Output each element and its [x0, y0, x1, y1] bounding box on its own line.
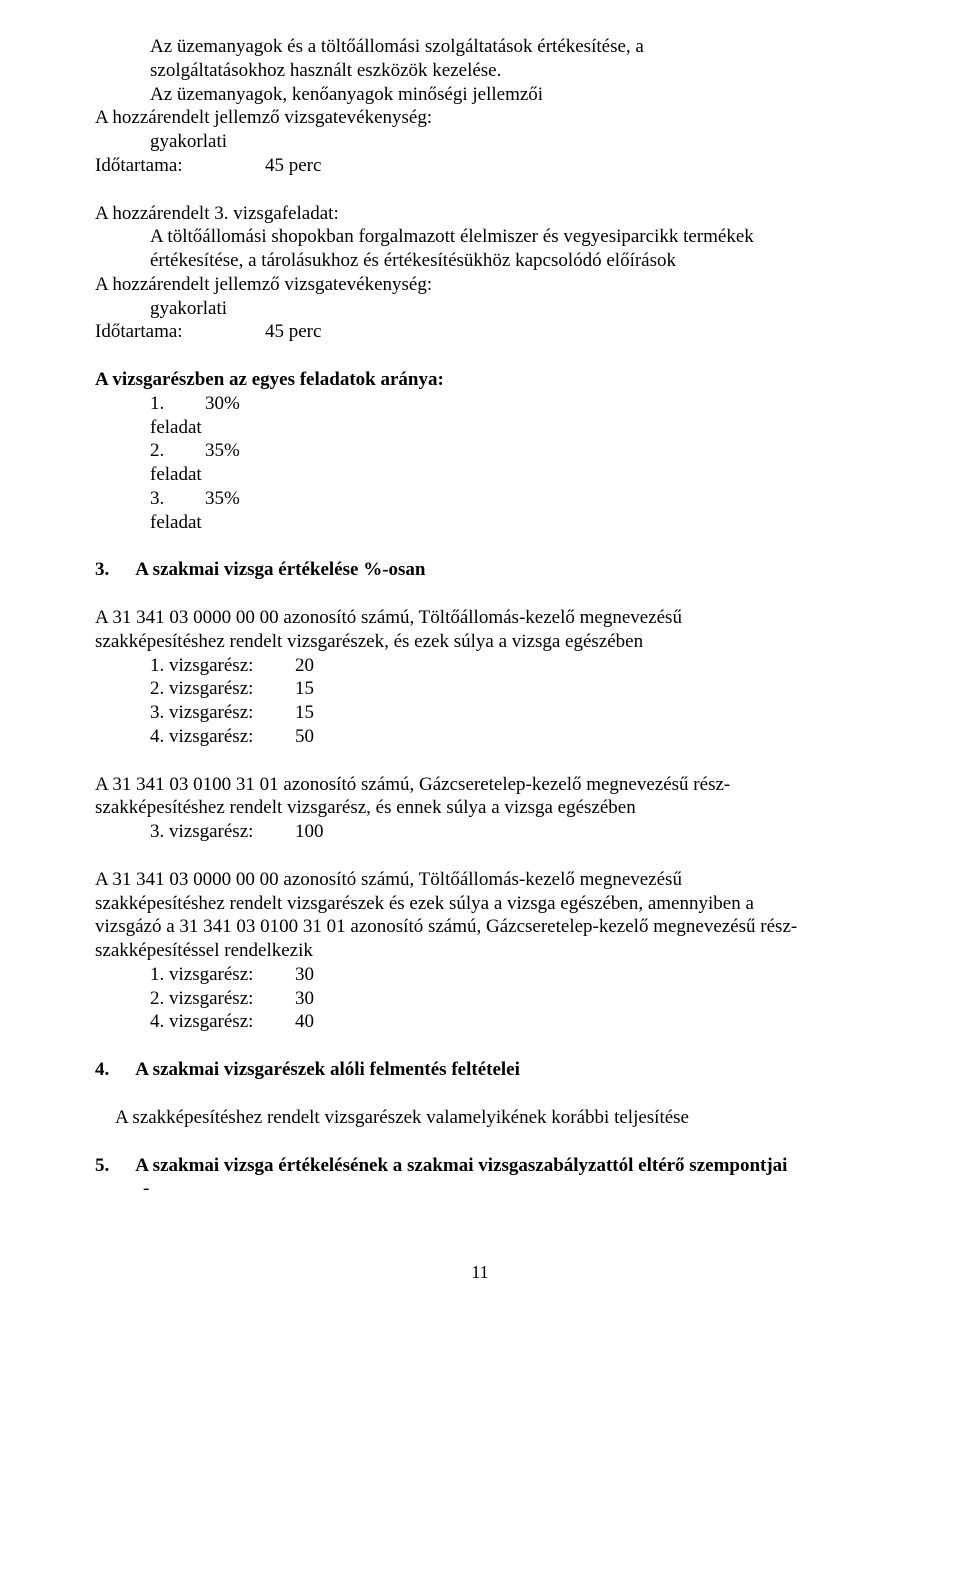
- exam-part-key: 1. vizsgarész:: [95, 963, 295, 987]
- ratios-title: A vizsgarészben az egyes feladatok arány…: [95, 368, 865, 392]
- sec4-line: A szakképesítéshez rendelt vizsgarészek …: [95, 1106, 865, 1130]
- exam-part-row: 1. vizsgarész: 30: [95, 963, 865, 987]
- exam-part-value: 30: [295, 987, 314, 1011]
- section-4-heading: 4. A szakmai vizsgarészek alóli felmenté…: [95, 1058, 865, 1082]
- ratio-key: 3. feladat: [95, 487, 205, 535]
- ratio-key: 1. feladat: [95, 392, 205, 440]
- block2-practical: gyakorlati: [95, 297, 865, 321]
- ratio-item: 3. feladat 35%: [95, 487, 865, 535]
- exam-part-value: 30: [295, 963, 314, 987]
- exam-part-key: 4. vizsgarész:: [95, 1010, 295, 1034]
- exam-part-row: 3. vizsgarész: 15: [95, 701, 865, 725]
- exam-part-row: 3. vizsgarész: 100: [95, 820, 865, 844]
- duration-key: Időtartama:: [95, 320, 265, 344]
- section-title: A szakmai vizsgarészek alóli felmentés f…: [135, 1058, 520, 1082]
- block1-attached: A hozzárendelt jellemző vizsgatevékenysé…: [95, 106, 865, 130]
- duration-key: Időtartama:: [95, 154, 265, 178]
- sec3a-line2: szakképesítéshez rendelt vizsgarészek, é…: [95, 630, 865, 654]
- exam-part-row: 2. vizsgarész: 30: [95, 987, 865, 1011]
- sec5-dash: -: [95, 1177, 865, 1201]
- block2-duration-row: Időtartama: 45 perc: [95, 320, 865, 344]
- sec3c-line1: A 31 341 03 0000 00 00 azonosító számú, …: [95, 868, 865, 892]
- sec3c-line3: vizsgázó a 31 341 03 0100 31 01 azonosít…: [95, 915, 865, 939]
- sec3b-line2: szakképesítéshez rendelt vizsgarész, és …: [95, 796, 865, 820]
- exam-part-value: 100: [295, 820, 324, 844]
- section-title: A szakmai vizsga értékelése %-osan: [135, 558, 425, 582]
- exam-part-row: 4. vizsgarész: 40: [95, 1010, 865, 1034]
- exam-part-key: 3. vizsgarész:: [95, 701, 295, 725]
- ratio-key: 2. feladat: [95, 439, 205, 487]
- sec3c-line2: szakképesítéshez rendelt vizsgarészek és…: [95, 892, 865, 916]
- block2-line2: értékesítése, a tárolásukhoz és értékesí…: [95, 249, 865, 273]
- exam-part-value: 15: [295, 701, 314, 725]
- sec3b-line1: A 31 341 03 0100 31 01 azonosító számú, …: [95, 773, 865, 797]
- exam-part-key: 3. vizsgarész:: [95, 820, 295, 844]
- page-number: 11: [95, 1261, 865, 1284]
- section-number: 5.: [95, 1154, 109, 1178]
- duration-value: 45 perc: [265, 320, 321, 344]
- exam-part-row: 4. vizsgarész: 50: [95, 725, 865, 749]
- block1-line3: Az üzemanyagok, kenőanyagok minőségi jel…: [95, 83, 865, 107]
- block1-duration-row: Időtartama: 45 perc: [95, 154, 865, 178]
- exam-part-value: 20: [295, 654, 314, 678]
- sec3a-line1: A 31 341 03 0000 00 00 azonosító számú, …: [95, 606, 865, 630]
- section-3-heading: 3. A szakmai vizsga értékelése %-osan: [95, 558, 865, 582]
- exam-part-row: 1. vizsgarész: 20: [95, 654, 865, 678]
- ratio-item: 1. feladat 30%: [95, 392, 865, 440]
- exam-part-value: 50: [295, 725, 314, 749]
- section-title: A szakmai vizsga értékelésének a szakmai…: [135, 1154, 787, 1178]
- ratio-value: 35%: [205, 487, 240, 535]
- ratio-item: 2. feladat 35%: [95, 439, 865, 487]
- exam-part-key: 2. vizsgarész:: [95, 987, 295, 1011]
- ratio-value: 35%: [205, 439, 240, 487]
- exam-part-key: 1. vizsgarész:: [95, 654, 295, 678]
- block2-head: A hozzárendelt 3. vizsgafeladat:: [95, 202, 865, 226]
- block1-line1: Az üzemanyagok és a töltőállomási szolgá…: [95, 35, 865, 59]
- section-number: 3.: [95, 558, 109, 582]
- exam-part-key: 4. vizsgarész:: [95, 725, 295, 749]
- exam-part-value: 15: [295, 677, 314, 701]
- exam-part-value: 40: [295, 1010, 314, 1034]
- exam-part-key: 2. vizsgarész:: [95, 677, 295, 701]
- sec3c-line4: szakképesítéssel rendelkezik: [95, 939, 865, 963]
- duration-value: 45 perc: [265, 154, 321, 178]
- block1-line2: szolgáltatásokhoz használt eszközök keze…: [95, 59, 865, 83]
- section-5-heading: 5. A szakmai vizsga értékelésének a szak…: [95, 1154, 865, 1178]
- ratio-value: 30%: [205, 392, 240, 440]
- section-number: 4.: [95, 1058, 109, 1082]
- exam-part-row: 2. vizsgarész: 15: [95, 677, 865, 701]
- block2-line1: A töltőállomási shopokban forgalmazott é…: [95, 225, 865, 249]
- block2-attached: A hozzárendelt jellemző vizsgatevékenysé…: [95, 273, 865, 297]
- block1-practical: gyakorlati: [95, 130, 865, 154]
